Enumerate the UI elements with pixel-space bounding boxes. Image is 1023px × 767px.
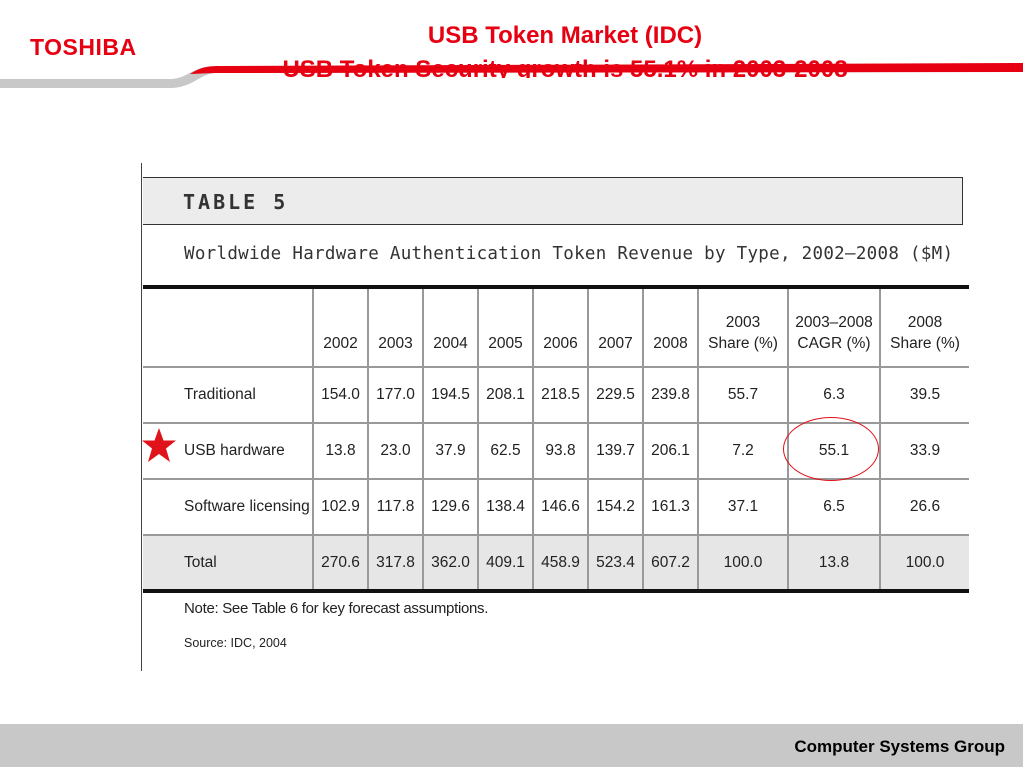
- table-cell: 37.9: [422, 423, 478, 480]
- table-cell: 458.9: [532, 535, 588, 592]
- table-cell: 229.5: [587, 367, 643, 424]
- row-label: USB hardware: [143, 423, 313, 480]
- table-cell: 62.5: [477, 423, 533, 480]
- table-cell: 6.5: [787, 479, 880, 536]
- table-caption: Worldwide Hardware Authentication Token …: [184, 244, 954, 264]
- footer-text: Computer Systems Group: [794, 737, 1005, 756]
- table-cell: 102.9: [312, 479, 368, 536]
- table-cell: 26.6: [879, 479, 969, 536]
- table-cell: 194.5: [422, 367, 478, 424]
- table-cell: 138.4: [477, 479, 533, 536]
- table-cell: 129.6: [422, 479, 478, 536]
- table-cell: 177.0: [367, 367, 423, 424]
- table-cell: 317.8: [367, 535, 423, 592]
- table-header-row: 2002 2003 2004 2005 2006 2007 2008 2003 S…: [143, 287, 969, 368]
- table-cell: 139.7: [587, 423, 643, 480]
- row-label: Traditional: [143, 367, 313, 424]
- table-cell: 146.6: [532, 479, 588, 536]
- document-edge-line: [141, 163, 142, 671]
- header-cell: 2002: [312, 287, 368, 368]
- header-cell: 2006: [532, 287, 588, 368]
- table-cell: 33.9: [879, 423, 969, 480]
- table-cell: 161.3: [642, 479, 698, 536]
- table-cell: 409.1: [477, 535, 533, 592]
- star-icon: [142, 428, 176, 462]
- toshiba-logo: TOSHIBA: [30, 34, 137, 60]
- table-cell: 270.6: [312, 535, 368, 592]
- table-cell: 154.2: [587, 479, 643, 536]
- table-cell: 607.2: [642, 535, 698, 592]
- table-cell: 6.3: [787, 367, 880, 424]
- slide-subtitle: USB Token Security growth is 55.1% in 20…: [282, 56, 848, 78]
- table-cell: 362.0: [422, 535, 478, 592]
- slide-title: USB Token Market (IDC): [427, 22, 703, 49]
- header-cell: 2003–2008 CAGR (%): [787, 287, 880, 368]
- table-row-software-licensing: Software licensing 102.9 117.8 129.6 138…: [143, 479, 969, 536]
- table-cell: 55.7: [697, 367, 788, 424]
- table-cell: 13.8: [312, 423, 368, 480]
- table-label-bar: TABLE 5: [143, 177, 963, 225]
- table-cell: 208.1: [477, 367, 533, 424]
- table-cell: 7.2: [697, 423, 788, 480]
- table-cell: 218.5: [532, 367, 588, 424]
- header-cell: 2008: [642, 287, 698, 368]
- row-label: Software licensing: [143, 479, 313, 536]
- table-cell: 100.0: [697, 535, 788, 592]
- table-cell: 523.4: [587, 535, 643, 592]
- table-cell: 206.1: [642, 423, 698, 480]
- table-cell: 37.1: [697, 479, 788, 536]
- table-cell: 23.0: [367, 423, 423, 480]
- table-cell: 39.5: [879, 367, 969, 424]
- header-cell: [143, 287, 313, 368]
- table-cell: 93.8: [532, 423, 588, 480]
- table-label: TABLE 5: [183, 190, 289, 214]
- table-cell: 117.8: [367, 479, 423, 536]
- table-cell: 239.8: [642, 367, 698, 424]
- header-cell: 2003 Share (%): [697, 287, 788, 368]
- table-cell: 100.0: [879, 535, 969, 592]
- row-label: Total: [143, 535, 313, 592]
- swoosh-red: [190, 63, 1023, 74]
- header-cell: 2003: [367, 287, 423, 368]
- table-cell: 154.0: [312, 367, 368, 424]
- table-note: Note: See Table 6 for key forecast assum…: [184, 600, 489, 617]
- highlight-circle: [783, 417, 879, 481]
- table-source: Source: IDC, 2004: [184, 636, 287, 650]
- header-cell: 2005: [477, 287, 533, 368]
- table-row-traditional: Traditional 154.0 177.0 194.5 208.1 218.…: [143, 367, 969, 424]
- header-swoosh: [0, 63, 1023, 88]
- table-row-total: Total 270.6 317.8 362.0 409.1 458.9 523.…: [143, 535, 969, 592]
- header-cell: 2008 Share (%): [879, 287, 969, 368]
- table-cell: 13.8: [787, 535, 880, 592]
- footer-bar: Computer Systems Group: [0, 724, 1023, 767]
- header-cell: 2007: [587, 287, 643, 368]
- header-cell: 2004: [422, 287, 478, 368]
